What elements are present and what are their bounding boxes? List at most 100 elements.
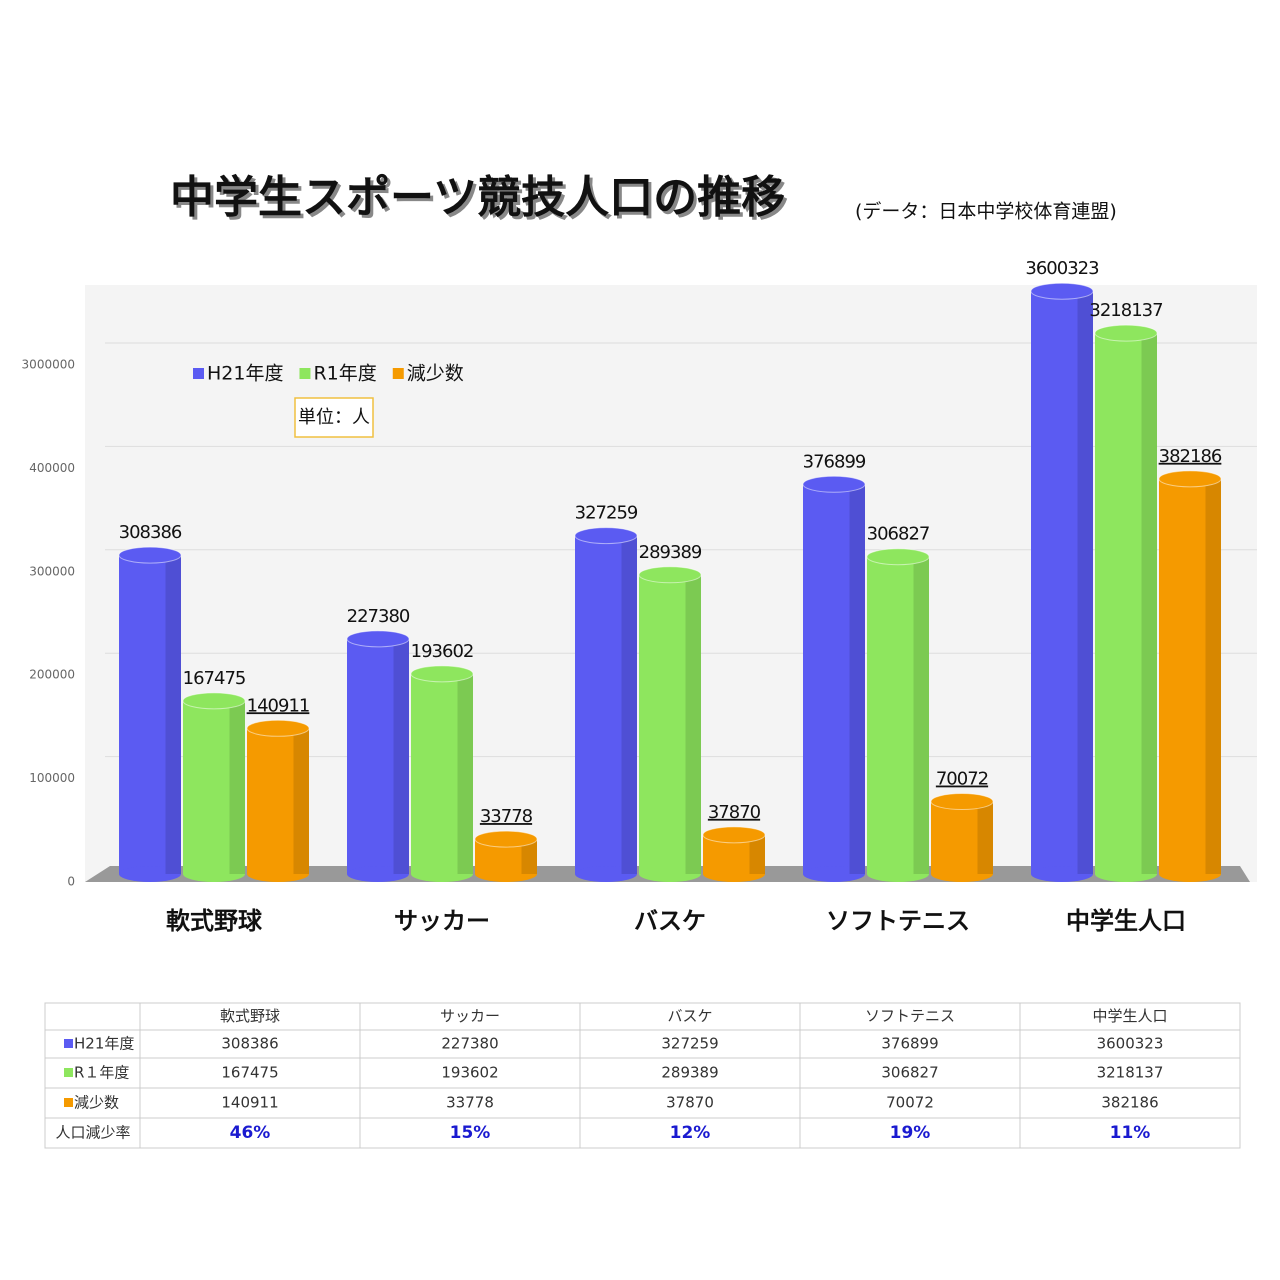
bar — [1030, 282, 1094, 882]
bar — [410, 665, 474, 882]
bar-bottom — [703, 866, 765, 882]
table-cell: 227380 — [441, 1035, 498, 1053]
table-cell: 289389 — [661, 1064, 718, 1082]
bar-top — [246, 719, 310, 737]
table-cell: 167475 — [221, 1064, 278, 1082]
bar-top — [410, 665, 474, 683]
bar — [866, 548, 930, 882]
bar-top — [1094, 324, 1158, 342]
bar-bottom — [119, 866, 181, 882]
y-tick-label: 200000 — [29, 668, 75, 682]
bar — [118, 546, 182, 882]
bar-shade — [393, 638, 409, 874]
table-swatch — [64, 1039, 73, 1048]
table-header: 中学生人口 — [1092, 1007, 1167, 1025]
table-cell: 70072 — [886, 1094, 934, 1112]
bar-shade — [977, 801, 993, 874]
legend-swatch — [193, 368, 204, 379]
bar-shade — [685, 574, 701, 874]
bar-body — [931, 801, 993, 874]
value-label: 167475 — [183, 668, 246, 689]
note-box — [294, 397, 374, 438]
bar — [930, 793, 994, 882]
x-tick-label: バスケ — [634, 907, 706, 935]
bar-top — [1158, 470, 1222, 488]
value-label: 3600323 — [1025, 258, 1099, 279]
bar-body — [1159, 478, 1221, 874]
value-label: 308386 — [119, 522, 182, 543]
bar — [638, 566, 702, 882]
legend-label: 減少数 — [407, 363, 464, 385]
x-tick-label: 軟式野球 — [166, 907, 263, 935]
table-frame — [44, 1002, 1241, 1149]
table-rate: 19% — [890, 1123, 931, 1143]
chart-subtitle: (データ：日本中学校体育連盟) — [855, 201, 1117, 223]
legend-label: H21年度 — [207, 363, 283, 385]
chart-title: 中学生スポーツ競技人口の推移 — [170, 172, 785, 223]
bar-bottom — [347, 866, 409, 882]
bar-top — [1030, 282, 1094, 300]
bar-shade — [457, 673, 473, 874]
bar-bottom — [411, 866, 473, 882]
legend-swatch — [299, 368, 311, 379]
bar-shade — [521, 839, 537, 874]
value-label: 70072 — [936, 769, 988, 790]
table-row-label: H21年度 — [74, 1035, 134, 1053]
bar-body — [247, 728, 309, 874]
value-label: 227380 — [347, 606, 410, 627]
bar-body — [575, 535, 637, 874]
bar-body — [347, 638, 409, 874]
value-label: 140911 — [247, 695, 310, 716]
table-rate: 15% — [450, 1123, 491, 1143]
bar-shade — [621, 535, 637, 874]
bar — [182, 692, 246, 882]
bar-bottom — [867, 866, 929, 882]
table-swatch — [64, 1098, 73, 1107]
bar — [474, 830, 538, 882]
bar-bottom — [639, 866, 701, 882]
bar-shade — [229, 700, 245, 874]
bar-top — [702, 826, 766, 844]
bar-bottom — [931, 866, 993, 882]
value-label: 3218137 — [1089, 300, 1162, 321]
bar — [1094, 324, 1158, 882]
bar-shade — [749, 834, 765, 874]
table-header: 軟式野球 — [220, 1007, 280, 1025]
table-cell: 3218137 — [1097, 1064, 1164, 1082]
value-label: 193602 — [411, 641, 474, 662]
table-rate: 11% — [1110, 1123, 1151, 1143]
bar-top — [574, 527, 638, 545]
bar-body — [639, 574, 701, 874]
table-cell: 308386 — [221, 1035, 278, 1053]
bar-shade — [1205, 478, 1221, 874]
bar-shade — [1141, 333, 1157, 874]
unit-note: 単位：人 — [298, 407, 370, 428]
table-cell: 306827 — [881, 1064, 938, 1082]
table-cell: 37870 — [666, 1094, 714, 1112]
table-header: バスケ — [667, 1007, 712, 1025]
value-label: 382186 — [1159, 446, 1222, 467]
table-rate: 12% — [670, 1123, 711, 1143]
bar — [1158, 470, 1222, 882]
y-tick-label: 100000 — [29, 771, 75, 785]
bar-bottom — [1159, 866, 1221, 882]
bar-bottom — [183, 866, 245, 882]
bar-body — [1095, 333, 1157, 874]
value-label: 289389 — [639, 542, 702, 563]
value-label: 33778 — [480, 806, 533, 827]
y-tick-label: 400000 — [29, 461, 75, 475]
bar-top — [346, 630, 410, 648]
table-row-label: 減少数 — [74, 1094, 119, 1112]
bar-body — [411, 673, 473, 874]
bar-shade — [293, 728, 309, 874]
value-label: 306827 — [867, 524, 930, 545]
x-tick-label: 中学生人口 — [1066, 907, 1186, 935]
x-tick-label: サッカー — [394, 907, 490, 935]
bar-bottom — [1095, 866, 1157, 882]
bar-shade — [849, 484, 865, 874]
bar-top — [802, 475, 866, 493]
y-tick-label: 300000 — [29, 564, 75, 578]
value-label: 376899 — [803, 451, 866, 472]
bar-bottom — [475, 866, 537, 882]
table-rate: 46% — [230, 1123, 271, 1143]
